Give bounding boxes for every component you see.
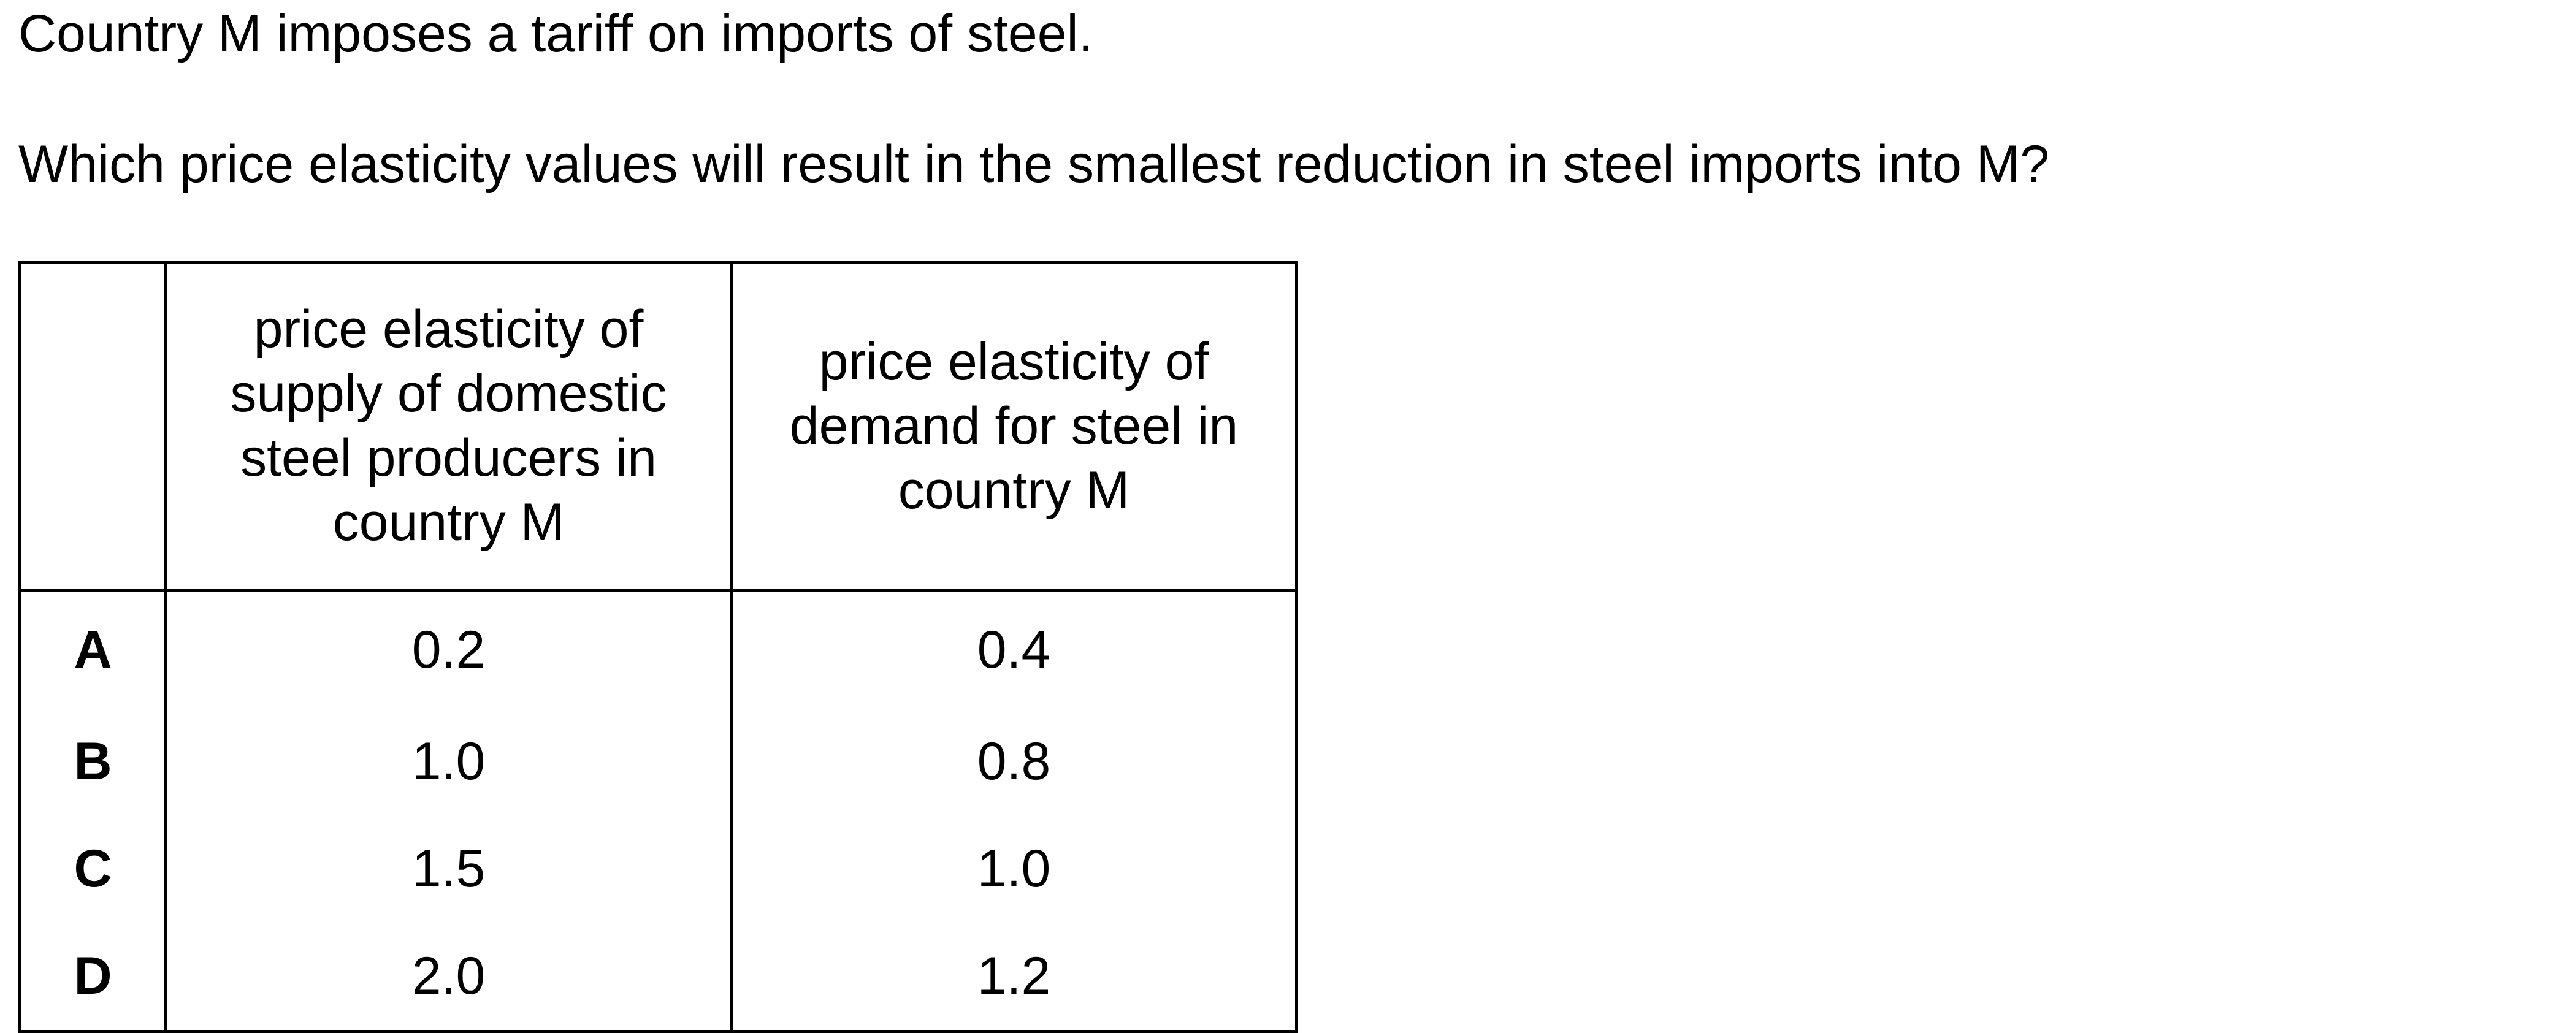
table-row: A 0.2 0.4 (18, 590, 1298, 708)
option-letter: B (18, 708, 167, 815)
demand-value: 0.4 (730, 590, 1298, 708)
header-demand-line: demand for steel in (789, 396, 1239, 456)
supply-value: 1.0 (164, 708, 733, 815)
header-demand-elasticity: price elasticity of demand for steel in … (730, 261, 1298, 592)
header-supply-line: supply of domestic (230, 364, 667, 423)
table-row: B 1.0 0.8 (18, 708, 1298, 815)
options-table: price elasticity of supply of domestic s… (18, 261, 1298, 1033)
option-letter: A (18, 590, 167, 708)
header-supply-elasticity: price elasticity of supply of domestic s… (164, 261, 733, 592)
option-letter: C (18, 815, 167, 923)
demand-value: 1.0 (730, 815, 1298, 923)
table-row: C 1.5 1.0 (18, 815, 1298, 923)
supply-value: 2.0 (164, 923, 733, 1033)
header-demand-line: country M (898, 460, 1130, 520)
table-header-row: price elasticity of supply of domestic s… (18, 261, 1298, 592)
header-supply-line: price elasticity of (253, 300, 644, 359)
header-demand-line: price elasticity of (819, 332, 1209, 391)
header-option (18, 261, 167, 592)
question-intro: Country M imposes a tariff on imports of… (18, 4, 1093, 63)
demand-value: 0.8 (730, 708, 1298, 815)
header-supply-line: country M (332, 493, 565, 552)
header-supply-line: steel producers in (240, 429, 657, 487)
table-row: D 2.0 1.2 (18, 923, 1298, 1033)
supply-value: 1.5 (164, 815, 733, 923)
question-prompt: Which price elasticity values will resul… (18, 135, 2050, 194)
option-letter: D (18, 923, 167, 1033)
demand-value: 1.2 (730, 923, 1298, 1033)
supply-value: 0.2 (164, 590, 733, 708)
